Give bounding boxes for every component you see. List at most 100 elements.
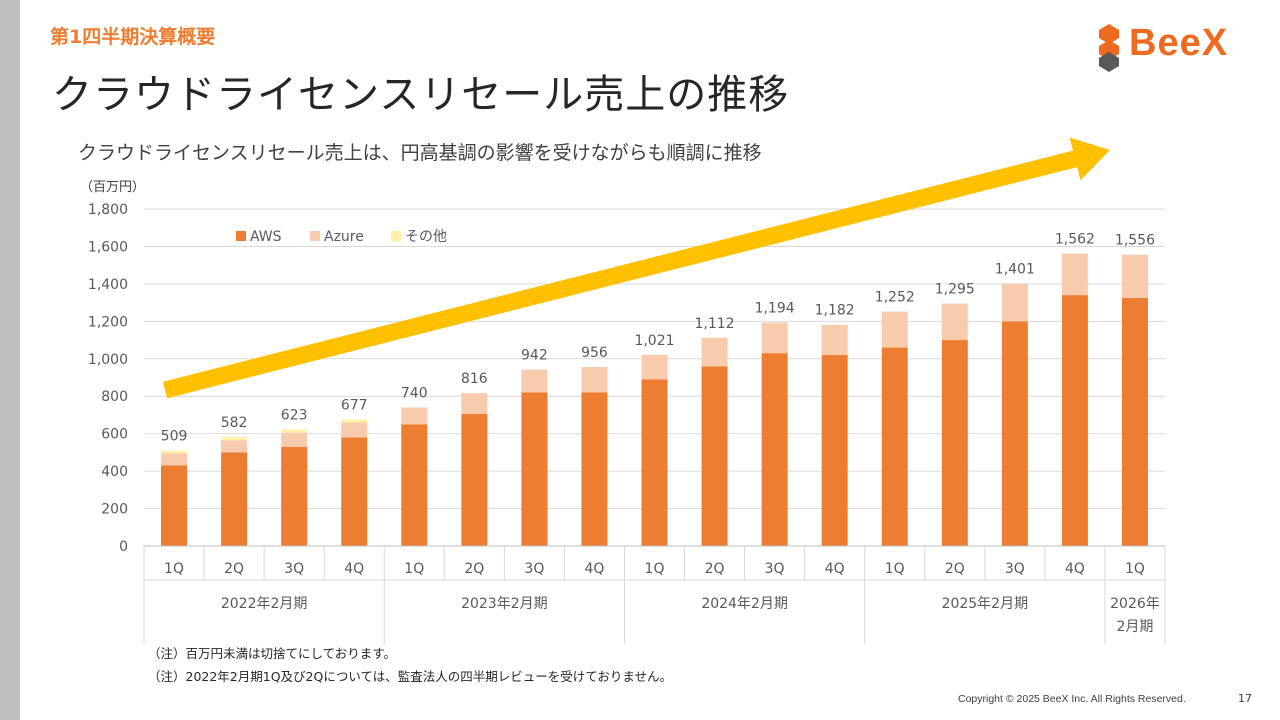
total-data-label: 1,556 bbox=[1115, 233, 1155, 249]
bar-azure bbox=[701, 337, 728, 367]
legend-label: Azure bbox=[324, 229, 364, 245]
y-tick-label: 1,400 bbox=[88, 277, 128, 293]
fiscal-year-label: 2026年 2月期 bbox=[1110, 596, 1160, 635]
footnote: （注）百万円未満は切捨てにしております。 bbox=[148, 646, 397, 661]
total-data-label: 582 bbox=[221, 415, 248, 431]
footnotes: （注）百万円未満は切捨てにしております。 （注）2022年2月期1Q及び2Qにつ… bbox=[148, 642, 672, 688]
x-tick-label: 1Q bbox=[404, 561, 424, 577]
x-tick-label: 2Q bbox=[705, 561, 725, 577]
section-label: 第1四半期決算概要 bbox=[50, 26, 216, 48]
bar-azure bbox=[281, 432, 308, 447]
bar-azure bbox=[581, 367, 608, 393]
page-number: 17 bbox=[1238, 692, 1252, 705]
bar-aws bbox=[641, 379, 668, 546]
fiscal-year-label: 2025年2月期 bbox=[942, 596, 1029, 612]
bar-azure bbox=[881, 311, 908, 348]
page-title: クラウドライセンスリセール売上の推移 bbox=[52, 72, 790, 118]
footnote: （注）2022年2月期1Q及び2Qについては、監査法人の四半期レビューを受けてお… bbox=[148, 669, 672, 684]
total-data-label: 1,112 bbox=[695, 316, 735, 332]
bar-aws bbox=[221, 452, 248, 546]
x-tick-label: 2Q bbox=[945, 561, 965, 577]
bar-aws bbox=[461, 414, 488, 546]
fiscal-year-label: 2022年2月期 bbox=[221, 596, 308, 612]
legend-swatch bbox=[391, 231, 401, 241]
x-tick-label: 2Q bbox=[224, 561, 244, 577]
total-data-label: 677 bbox=[341, 397, 368, 413]
bar-other bbox=[341, 419, 368, 423]
y-tick-label: 1,000 bbox=[88, 352, 128, 368]
bar-aws bbox=[341, 437, 368, 546]
copyright: Copyright © 2025 BeeX Inc. All Rights Re… bbox=[958, 693, 1186, 705]
bar-aws bbox=[821, 355, 848, 546]
bar-azure bbox=[1061, 253, 1088, 296]
bar-other bbox=[221, 437, 248, 441]
total-data-label: 1,194 bbox=[755, 300, 795, 316]
x-tick-label: 4Q bbox=[584, 561, 604, 577]
beex-logo: BeeX bbox=[1097, 22, 1237, 72]
bar-azure bbox=[341, 422, 368, 438]
x-tick-label: 1Q bbox=[164, 561, 184, 577]
bar-aws bbox=[761, 353, 788, 546]
bar-azure bbox=[821, 324, 848, 356]
trend-arrow bbox=[162, 137, 1110, 399]
x-tick-label: 3Q bbox=[765, 561, 785, 577]
bar-azure bbox=[461, 393, 488, 415]
y-tick-label: 1,600 bbox=[88, 239, 128, 255]
y-tick-label: 1,800 bbox=[88, 202, 128, 218]
logo-text: BeeX bbox=[1129, 22, 1229, 64]
bar-azure bbox=[401, 407, 428, 425]
legend-swatch bbox=[310, 231, 320, 241]
bar-azure bbox=[1121, 254, 1148, 298]
total-data-label: 1,562 bbox=[1055, 232, 1095, 248]
total-data-label: 1,295 bbox=[935, 282, 975, 298]
total-data-label: 1,252 bbox=[875, 290, 915, 306]
bar-aws bbox=[881, 347, 908, 546]
legend-swatch bbox=[236, 231, 246, 241]
bar-azure bbox=[1001, 283, 1028, 322]
x-tick-label: 4Q bbox=[825, 561, 845, 577]
bar-aws bbox=[1061, 295, 1088, 546]
bar-aws bbox=[161, 465, 188, 546]
total-data-label: 956 bbox=[581, 345, 608, 361]
bar-other bbox=[281, 429, 308, 433]
total-data-label: 740 bbox=[401, 385, 428, 401]
bar-aws bbox=[281, 446, 308, 546]
bar-other bbox=[161, 450, 188, 454]
chart-subtitle: クラウドライセンスリセール売上は、円高基調の影響を受けながらも順調に推移 bbox=[78, 142, 762, 164]
total-data-label: 509 bbox=[161, 429, 188, 445]
total-data-label: 623 bbox=[281, 407, 308, 423]
bar-aws bbox=[1121, 297, 1148, 546]
x-tick-label: 2Q bbox=[464, 561, 484, 577]
y-tick-label: 200 bbox=[101, 502, 128, 518]
legend-label: その他 bbox=[405, 229, 447, 245]
x-tick-label: 4Q bbox=[1065, 561, 1085, 577]
bar-azure bbox=[161, 453, 188, 466]
total-data-label: 942 bbox=[521, 348, 548, 364]
left-accent-bar bbox=[0, 0, 20, 720]
y-tick-label: 0 bbox=[119, 539, 128, 555]
x-tick-label: 3Q bbox=[524, 561, 544, 577]
bee-hexagon-icon bbox=[1099, 24, 1119, 72]
fiscal-year-label: 2023年2月期 bbox=[461, 596, 548, 612]
total-data-label: 1,021 bbox=[634, 333, 674, 349]
y-tick-label: 800 bbox=[101, 389, 128, 405]
x-tick-label: 3Q bbox=[284, 561, 304, 577]
x-tick-label: 1Q bbox=[645, 561, 665, 577]
bar-aws bbox=[581, 392, 608, 546]
x-tick-label: 4Q bbox=[344, 561, 364, 577]
bar-azure bbox=[641, 354, 668, 380]
bar-aws bbox=[941, 340, 968, 546]
total-data-label: 816 bbox=[461, 371, 488, 387]
y-tick-label: 1,200 bbox=[88, 314, 128, 330]
x-tick-label: 3Q bbox=[1005, 561, 1025, 577]
total-data-label: 1,182 bbox=[815, 303, 855, 319]
bar-azure bbox=[761, 322, 788, 354]
bar-azure bbox=[521, 369, 548, 393]
bar-aws bbox=[401, 424, 428, 546]
bar-aws bbox=[521, 392, 548, 546]
x-tick-label: 1Q bbox=[885, 561, 905, 577]
bar-azure bbox=[221, 440, 248, 453]
y-axis-unit-label: （百万円） bbox=[80, 180, 145, 195]
y-tick-label: 400 bbox=[101, 464, 128, 480]
legend-label: AWS bbox=[250, 229, 282, 245]
